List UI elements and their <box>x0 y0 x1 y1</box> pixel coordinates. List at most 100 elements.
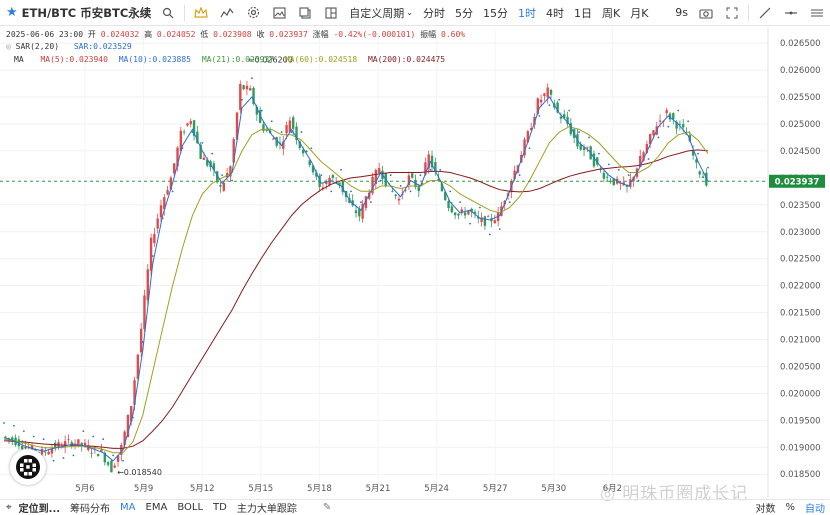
sar-dot <box>42 438 45 441</box>
sar-dot <box>528 147 531 150</box>
date-tick-label: 6月2 <box>603 484 622 494</box>
candle-body <box>189 121 192 125</box>
candlestick-chart[interactable]: 0.026500 0.026000 0.025500 0.025000 0.024500… <box>0 27 830 497</box>
candle-body <box>156 218 159 229</box>
period-1d[interactable]: 1日 <box>574 6 592 20</box>
candle-body <box>219 185 222 187</box>
candle-body <box>377 168 381 173</box>
log-scale-button[interactable]: 对数 <box>755 504 776 515</box>
ma-label: MA <box>14 55 24 64</box>
candle-body <box>563 114 566 119</box>
candle-body <box>668 113 672 120</box>
candle-body <box>143 295 146 330</box>
candle-body <box>67 439 70 441</box>
candle-body <box>103 452 107 463</box>
candle-body <box>83 442 87 446</box>
layout-icon[interactable] <box>318 0 344 25</box>
candle-body <box>173 163 176 174</box>
boll-button[interactable]: BOLL <box>177 502 204 513</box>
edit-icon[interactable]: ✎ <box>322 502 332 513</box>
candle-body <box>229 166 232 177</box>
sar-dot <box>627 174 630 177</box>
floating-logo-button[interactable] <box>10 449 46 485</box>
period-month[interactable]: 月K <box>630 6 649 20</box>
candle-body <box>232 139 235 163</box>
candle-body <box>645 144 649 153</box>
crown-icon[interactable] <box>188 0 214 25</box>
big-order-button[interactable]: 主力大单跟踪 <box>236 504 297 515</box>
candle-body <box>163 197 166 210</box>
chart-area[interactable]: 0.026500 0.026000 0.025500 0.025000 0.024500… <box>0 27 830 504</box>
max-price-marker: ←0.026200 <box>248 55 293 64</box>
ema-button[interactable]: EMA <box>145 502 168 513</box>
symbol-name[interactable]: ETH/BTC 币安BTC永续 <box>21 5 152 20</box>
period-4h[interactable]: 4时 <box>546 6 564 20</box>
td-button[interactable]: TD <box>213 502 227 513</box>
candle-body <box>549 89 553 95</box>
candle-body <box>239 83 242 111</box>
sar-dot <box>3 422 5 424</box>
candle-body <box>427 154 430 169</box>
locate-button[interactable]: 定位到... <box>18 504 61 515</box>
candle-body <box>113 465 116 468</box>
candle-body <box>328 177 331 186</box>
date-tick-label: 5月21 <box>366 484 391 494</box>
sar-dot <box>32 435 35 438</box>
locate-icon[interactable]: ⌖ <box>6 502 12 513</box>
candle-body <box>40 448 44 455</box>
parallel-lines-icon[interactable] <box>804 0 830 25</box>
search-icon[interactable] <box>155 0 181 25</box>
candle-body <box>24 446 27 449</box>
candle-body <box>658 120 662 122</box>
candle-body <box>434 162 437 172</box>
candle-body <box>110 460 113 473</box>
sar-dot <box>667 125 670 128</box>
chip-distribution-button[interactable]: 筹码分布 <box>70 504 111 515</box>
period-fenshi[interactable]: 分时 <box>423 6 445 20</box>
period-week[interactable]: 周K <box>602 6 621 20</box>
open-value: 0.024032 <box>100 30 140 39</box>
candle-body <box>453 212 457 216</box>
camera-icon[interactable] <box>693 0 719 25</box>
sar-dot <box>707 166 709 169</box>
image-icon[interactable] <box>266 0 292 25</box>
sar-dot <box>598 152 600 155</box>
period-5m[interactable]: 5分 <box>455 6 473 20</box>
price-tick-label: 0.019500 <box>780 416 821 426</box>
custom-period-dropdown[interactable]: 自定义周期 ⌄ <box>344 0 418 25</box>
low-label: 低 <box>200 30 209 39</box>
candle-body <box>116 455 120 462</box>
candle-body <box>275 137 278 146</box>
candle-body <box>50 448 54 454</box>
candle-body <box>44 451 47 453</box>
candle-body <box>642 152 645 161</box>
auto-scale-button[interactable]: 自动 <box>805 504 825 515</box>
sar-dot <box>161 217 164 220</box>
candle-body <box>196 131 199 144</box>
date-tick-label: 5月18 <box>307 484 332 494</box>
period-1h[interactable]: 1时 <box>518 6 536 20</box>
logo-icon <box>16 455 40 479</box>
fullscreen-icon[interactable] <box>719 0 745 25</box>
candle-body <box>341 181 344 193</box>
copy-icon[interactable] <box>292 0 318 25</box>
sar-eye-icon[interactable]: ◎ <box>6 42 11 51</box>
horizontal-line-icon[interactable] <box>778 0 804 25</box>
candle-body <box>20 445 24 449</box>
indicator-icon[interactable] <box>214 0 240 25</box>
candle-body <box>430 155 434 168</box>
candle-body <box>80 442 83 446</box>
gear-icon[interactable] <box>240 0 266 25</box>
sar-dot <box>479 206 481 209</box>
period-15m[interactable]: 15分 <box>483 6 508 20</box>
candle-body <box>47 451 50 455</box>
percent-button[interactable]: % <box>785 502 795 513</box>
ma-button[interactable]: MA <box>120 502 136 513</box>
candle-body <box>586 146 589 148</box>
candle-body <box>245 85 249 90</box>
candle-body <box>192 120 196 136</box>
star-icon[interactable]: ★ <box>6 5 18 20</box>
trendline-icon[interactable] <box>752 0 778 25</box>
candle-body <box>490 218 493 222</box>
candle-body <box>255 106 259 115</box>
